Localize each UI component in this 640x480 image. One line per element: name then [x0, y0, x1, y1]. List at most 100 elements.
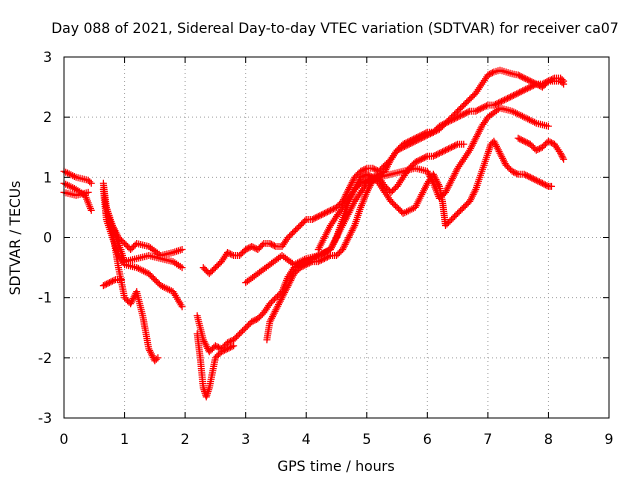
data-point [422, 132, 430, 140]
data-point [298, 263, 306, 271]
data-point [461, 202, 469, 210]
data-point [65, 170, 73, 178]
data-point [479, 103, 487, 111]
data-point [435, 125, 443, 133]
data-point [449, 143, 457, 150]
data-point [487, 70, 495, 77]
data-point [540, 142, 548, 150]
data-point [211, 264, 219, 272]
data-point [341, 240, 349, 248]
data-point [352, 172, 360, 180]
data-point [472, 134, 480, 142]
data-point [484, 71, 492, 79]
data-point [347, 180, 355, 188]
data-point [488, 69, 496, 77]
data-point [525, 76, 533, 84]
data-point [417, 134, 425, 142]
data-point [237, 250, 245, 258]
data-point [322, 209, 330, 217]
x-tick-label: 0 [60, 432, 69, 448]
data-point [130, 293, 138, 301]
data-point [523, 172, 531, 180]
x-tick-label: 2 [181, 432, 190, 448]
data-point [102, 280, 110, 288]
data-point [240, 325, 248, 333]
data-point [454, 113, 462, 121]
data-point [514, 89, 522, 97]
data-point [149, 274, 157, 282]
data-point [231, 334, 239, 342]
data-point [383, 160, 390, 168]
data-point [121, 240, 129, 247]
data-point [227, 250, 234, 258]
data-point [225, 344, 233, 352]
data-point [314, 212, 322, 220]
data-point [178, 246, 186, 253]
data-point [299, 219, 307, 226]
data-point [354, 170, 362, 178]
data-point [286, 278, 294, 286]
data-point [532, 176, 540, 184]
data-point [370, 165, 378, 173]
data-point [448, 143, 456, 151]
data-point [519, 73, 527, 81]
data-point [245, 321, 253, 329]
data-point [211, 354, 219, 362]
series-track-14 [314, 137, 555, 253]
data-point [242, 324, 250, 332]
data-point [234, 331, 242, 339]
data-point [457, 104, 465, 112]
data-point [243, 322, 251, 330]
data-point [249, 243, 257, 251]
data-point [525, 173, 533, 181]
data-point [461, 100, 469, 108]
data-point [448, 113, 456, 121]
data-point [502, 161, 510, 169]
data-point [99, 282, 107, 290]
data-point [378, 164, 386, 172]
data-point [237, 328, 245, 336]
data-point [326, 206, 334, 214]
data-point [505, 164, 513, 172]
data-point [450, 171, 458, 179]
data-point [269, 297, 277, 305]
data-point [482, 102, 490, 110]
data-point [313, 213, 321, 221]
data-point [407, 140, 415, 147]
data-point [535, 145, 543, 153]
data-point [121, 294, 129, 302]
data-point [118, 276, 125, 284]
data-point [442, 146, 449, 154]
data-point [452, 141, 460, 149]
data-point [446, 217, 454, 225]
data-point [230, 342, 238, 350]
data-point [557, 149, 565, 157]
data-point [417, 155, 425, 163]
data-point [520, 74, 528, 82]
data-point [270, 309, 278, 317]
data-point [491, 139, 499, 147]
data-point [320, 255, 328, 263]
data-point [549, 75, 557, 83]
data-point [101, 281, 109, 289]
data-point [128, 244, 136, 252]
data-point [208, 345, 216, 353]
data-point [257, 312, 265, 320]
data-point [468, 141, 476, 149]
data-point [448, 216, 456, 223]
data-point [534, 177, 542, 185]
data-point [538, 179, 546, 187]
data-point [239, 327, 247, 335]
x-tick-label: 7 [483, 432, 492, 448]
data-point [531, 118, 539, 126]
data-point [531, 79, 539, 87]
data-point [361, 165, 369, 173]
data-point [151, 276, 159, 284]
data-point [84, 188, 92, 196]
data-point [548, 139, 555, 147]
data-point [350, 223, 358, 231]
data-point [249, 317, 257, 325]
series-track-8 [99, 276, 125, 290]
data-point [227, 337, 234, 345]
data-point [538, 83, 546, 91]
